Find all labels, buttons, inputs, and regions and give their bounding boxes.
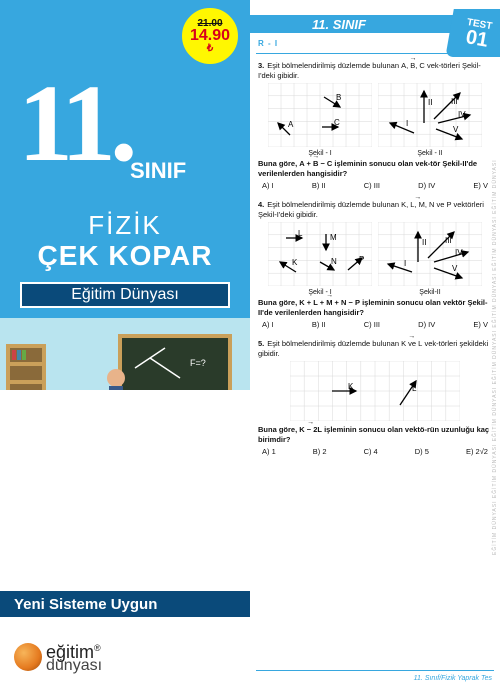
option[interactable]: A) I	[262, 181, 274, 190]
option[interactable]: D) IV	[418, 320, 435, 329]
option[interactable]: D) 5	[415, 447, 429, 456]
side-publisher-text: EĞİTİM DÜNYASI EĞİTİM DÜNYASI EĞİTİM DÜN…	[492, 50, 500, 665]
q5-options: A) 1 B) 2 C) 4 D) 5 E) 2√2	[258, 447, 492, 456]
bottom-bar: Yeni Sisteme Uygun	[0, 591, 250, 617]
svg-text:V: V	[452, 264, 458, 273]
q4-options: A) I B) II C) III D) IV E) V	[258, 320, 492, 329]
publisher-logo: eğitim® dünyası	[14, 641, 102, 673]
book-cover: 21.00 14.90 ₺ 11. SINIF FİZİK ÇEK KOPAR …	[0, 0, 250, 685]
globe-icon	[14, 643, 42, 671]
q4-diagrams: LKMNP Şekil - I IIIIIIIVV Şekil-II	[258, 222, 492, 296]
footer-text: 11. Sınıf/Fizik Yaprak Tes	[414, 675, 492, 682]
price-currency: ₺	[207, 43, 213, 54]
option[interactable]: E) V	[473, 320, 488, 329]
q5-text: 5.Eşit bölmelendirilmiş düzlemde bulunan…	[258, 339, 492, 359]
price-new: 14.90	[190, 29, 230, 43]
q4-text: 4.Eşit bölmelendirilmiş düzlemde bulunan…	[258, 200, 492, 220]
q5-question: Buna göre, K − 2L işleminin sonucu olan …	[258, 425, 492, 445]
svg-text:M: M	[330, 233, 337, 242]
option[interactable]: E) 2√2	[466, 447, 488, 456]
q5-diagram: KL	[258, 361, 492, 423]
svg-text:K: K	[292, 258, 298, 267]
svg-text:C: C	[334, 118, 340, 127]
svg-text:III: III	[451, 97, 458, 106]
q4-diagram-1: LKMNP Şekil - I	[268, 222, 372, 296]
svg-text:K: K	[348, 382, 354, 391]
test-page: 11. SINIF TEST 01 R - I 3.Eşit bölmelend…	[250, 0, 500, 685]
svg-text:N: N	[331, 257, 337, 266]
svg-text:V: V	[453, 125, 459, 134]
q4-diagram-2: IIIIIIIVV Şekil-II	[378, 222, 482, 296]
svg-text:IV: IV	[455, 248, 463, 257]
option[interactable]: A) I	[262, 320, 274, 329]
grade-label: SINIF	[130, 158, 186, 184]
svg-text:L: L	[298, 229, 303, 238]
q3-options: A) I B) II C) III D) IV E) V	[258, 181, 492, 190]
footer-divider	[256, 670, 494, 671]
q4-question: Buna göre, K + L + M + N − P işleminin s…	[258, 298, 492, 318]
q3-diagram-1: ABC Şekil - I	[268, 83, 372, 157]
price-badge: 21.00 14.90 ₺	[182, 8, 238, 64]
test-header: 11. SINIF TEST 01 R - I	[250, 9, 500, 57]
svg-text:B: B	[336, 93, 341, 102]
cover-blue-area: 21.00 14.90 ₺ 11. SINIF FİZİK ÇEK KOPAR …	[0, 0, 250, 390]
svg-text:III: III	[445, 236, 452, 245]
q3-question: Buna göre, A + B − C işleminin sonucu ol…	[258, 159, 492, 179]
svg-text:IV: IV	[458, 110, 466, 119]
q3-diagrams: ABC Şekil - I IIIIIIIVV Şekil - II	[258, 83, 492, 157]
svg-text:P: P	[359, 255, 364, 264]
subtitle: ÇEK KOPAR	[0, 240, 250, 272]
svg-text:II: II	[428, 98, 432, 107]
option[interactable]: A) 1	[262, 447, 276, 456]
option[interactable]: B) II	[312, 181, 326, 190]
unit-label: R - I	[258, 39, 278, 48]
svg-text:II: II	[422, 238, 426, 247]
svg-text:A: A	[288, 120, 294, 129]
header-divider	[256, 53, 494, 54]
option[interactable]: E) V	[473, 181, 488, 190]
cover-white-area: Yeni Sisteme Uygun eğitim® dünyası	[0, 390, 250, 685]
q3-text: 3.Eşit bölmelendirilmiş düzlemde bulunan…	[258, 61, 492, 81]
option[interactable]: B) II	[312, 320, 326, 329]
grade-number: 11.	[18, 60, 131, 187]
q3-diagram-2: IIIIIIIVV Şekil - II	[378, 83, 482, 157]
option[interactable]: C) III	[364, 181, 380, 190]
svg-text:L: L	[412, 384, 417, 393]
question-3: 3.Eşit bölmelendirilmiş düzlemde bulunan…	[250, 57, 500, 196]
option[interactable]: D) IV	[418, 181, 435, 190]
question-5: 5.Eşit bölmelendirilmiş düzlemde bulunan…	[250, 335, 500, 462]
question-4: 4.Eşit bölmelendirilmiş düzlemde bulunan…	[250, 196, 500, 335]
option[interactable]: B) 2	[313, 447, 327, 456]
brand-bar: Eğitim Dünyası	[20, 282, 230, 308]
option[interactable]: C) 4	[364, 447, 378, 456]
svg-text:F=?: F=?	[190, 358, 206, 368]
subject-title: FİZİK	[0, 210, 250, 241]
svg-text:I: I	[404, 259, 406, 268]
svg-text:I: I	[406, 119, 408, 128]
option[interactable]: C) III	[364, 320, 380, 329]
